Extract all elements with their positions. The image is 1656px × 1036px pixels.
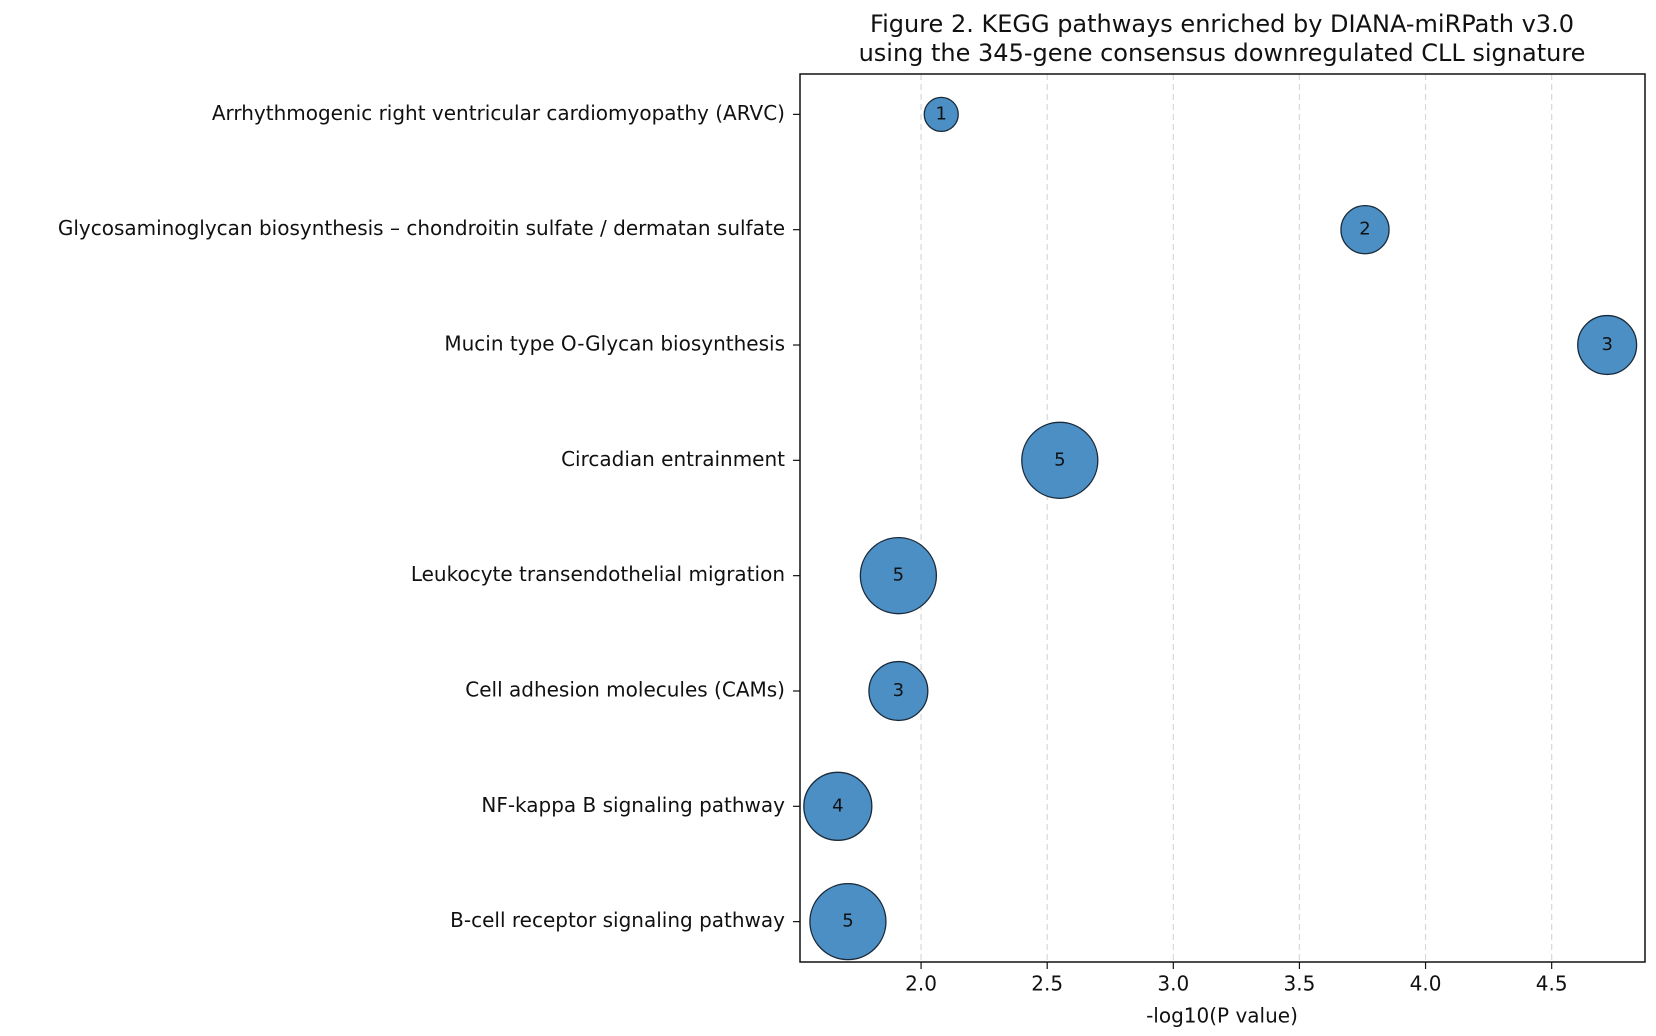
- bubble: [809, 882, 887, 961]
- data-label: 2: [1359, 219, 1370, 240]
- data-label: 3: [1601, 334, 1612, 355]
- chart-title: Figure 2. KEGG pathways enriched by DIAN…: [870, 10, 1574, 38]
- x-tick-label: 3.0: [1157, 972, 1189, 996]
- y-tick-label: NF-kappa B signaling pathway: [481, 793, 785, 817]
- data-label: 3: [893, 680, 904, 701]
- y-tick-label: Glycosaminoglycan biosynthesis – chondro…: [58, 216, 785, 240]
- chart-title: using the 345-gene consensus downregulat…: [859, 39, 1586, 67]
- y-tick-label: Mucin type O-Glycan biosynthesis: [444, 332, 785, 356]
- y-tick-label: B-cell receptor signaling pathway: [450, 908, 785, 932]
- data-label: 5: [893, 565, 904, 586]
- bubble: [923, 96, 959, 133]
- bubble: [1021, 421, 1099, 500]
- plot-frame: [799, 73, 1646, 963]
- y-tick-label: Cell adhesion molecules (CAMs): [465, 677, 785, 701]
- x-axis-label: -log10(P value): [1146, 1004, 1298, 1028]
- data-label: 4: [832, 795, 843, 816]
- x-tick-label: 2.0: [905, 972, 937, 996]
- data-label: 1: [936, 103, 947, 124]
- data-label: 5: [842, 911, 853, 932]
- bubble: [803, 771, 873, 841]
- x-tick-label: 4.5: [1536, 972, 1568, 996]
- x-tick-label: 3.5: [1284, 972, 1316, 996]
- bubble: [859, 536, 938, 615]
- y-tick-label: Arrhythmogenic right ventricular cardiom…: [212, 101, 785, 125]
- bubble: [868, 660, 929, 722]
- data-label: 5: [1054, 449, 1065, 470]
- y-tick-label: Leukocyte transendothelial migration: [411, 562, 785, 586]
- x-tick-label: 2.5: [1031, 972, 1063, 996]
- x-tick-label: 4.0: [1410, 972, 1442, 996]
- y-tick-label: Circadian entrainment: [561, 447, 785, 471]
- bubble: [1577, 314, 1638, 376]
- bubble: [1340, 204, 1390, 255]
